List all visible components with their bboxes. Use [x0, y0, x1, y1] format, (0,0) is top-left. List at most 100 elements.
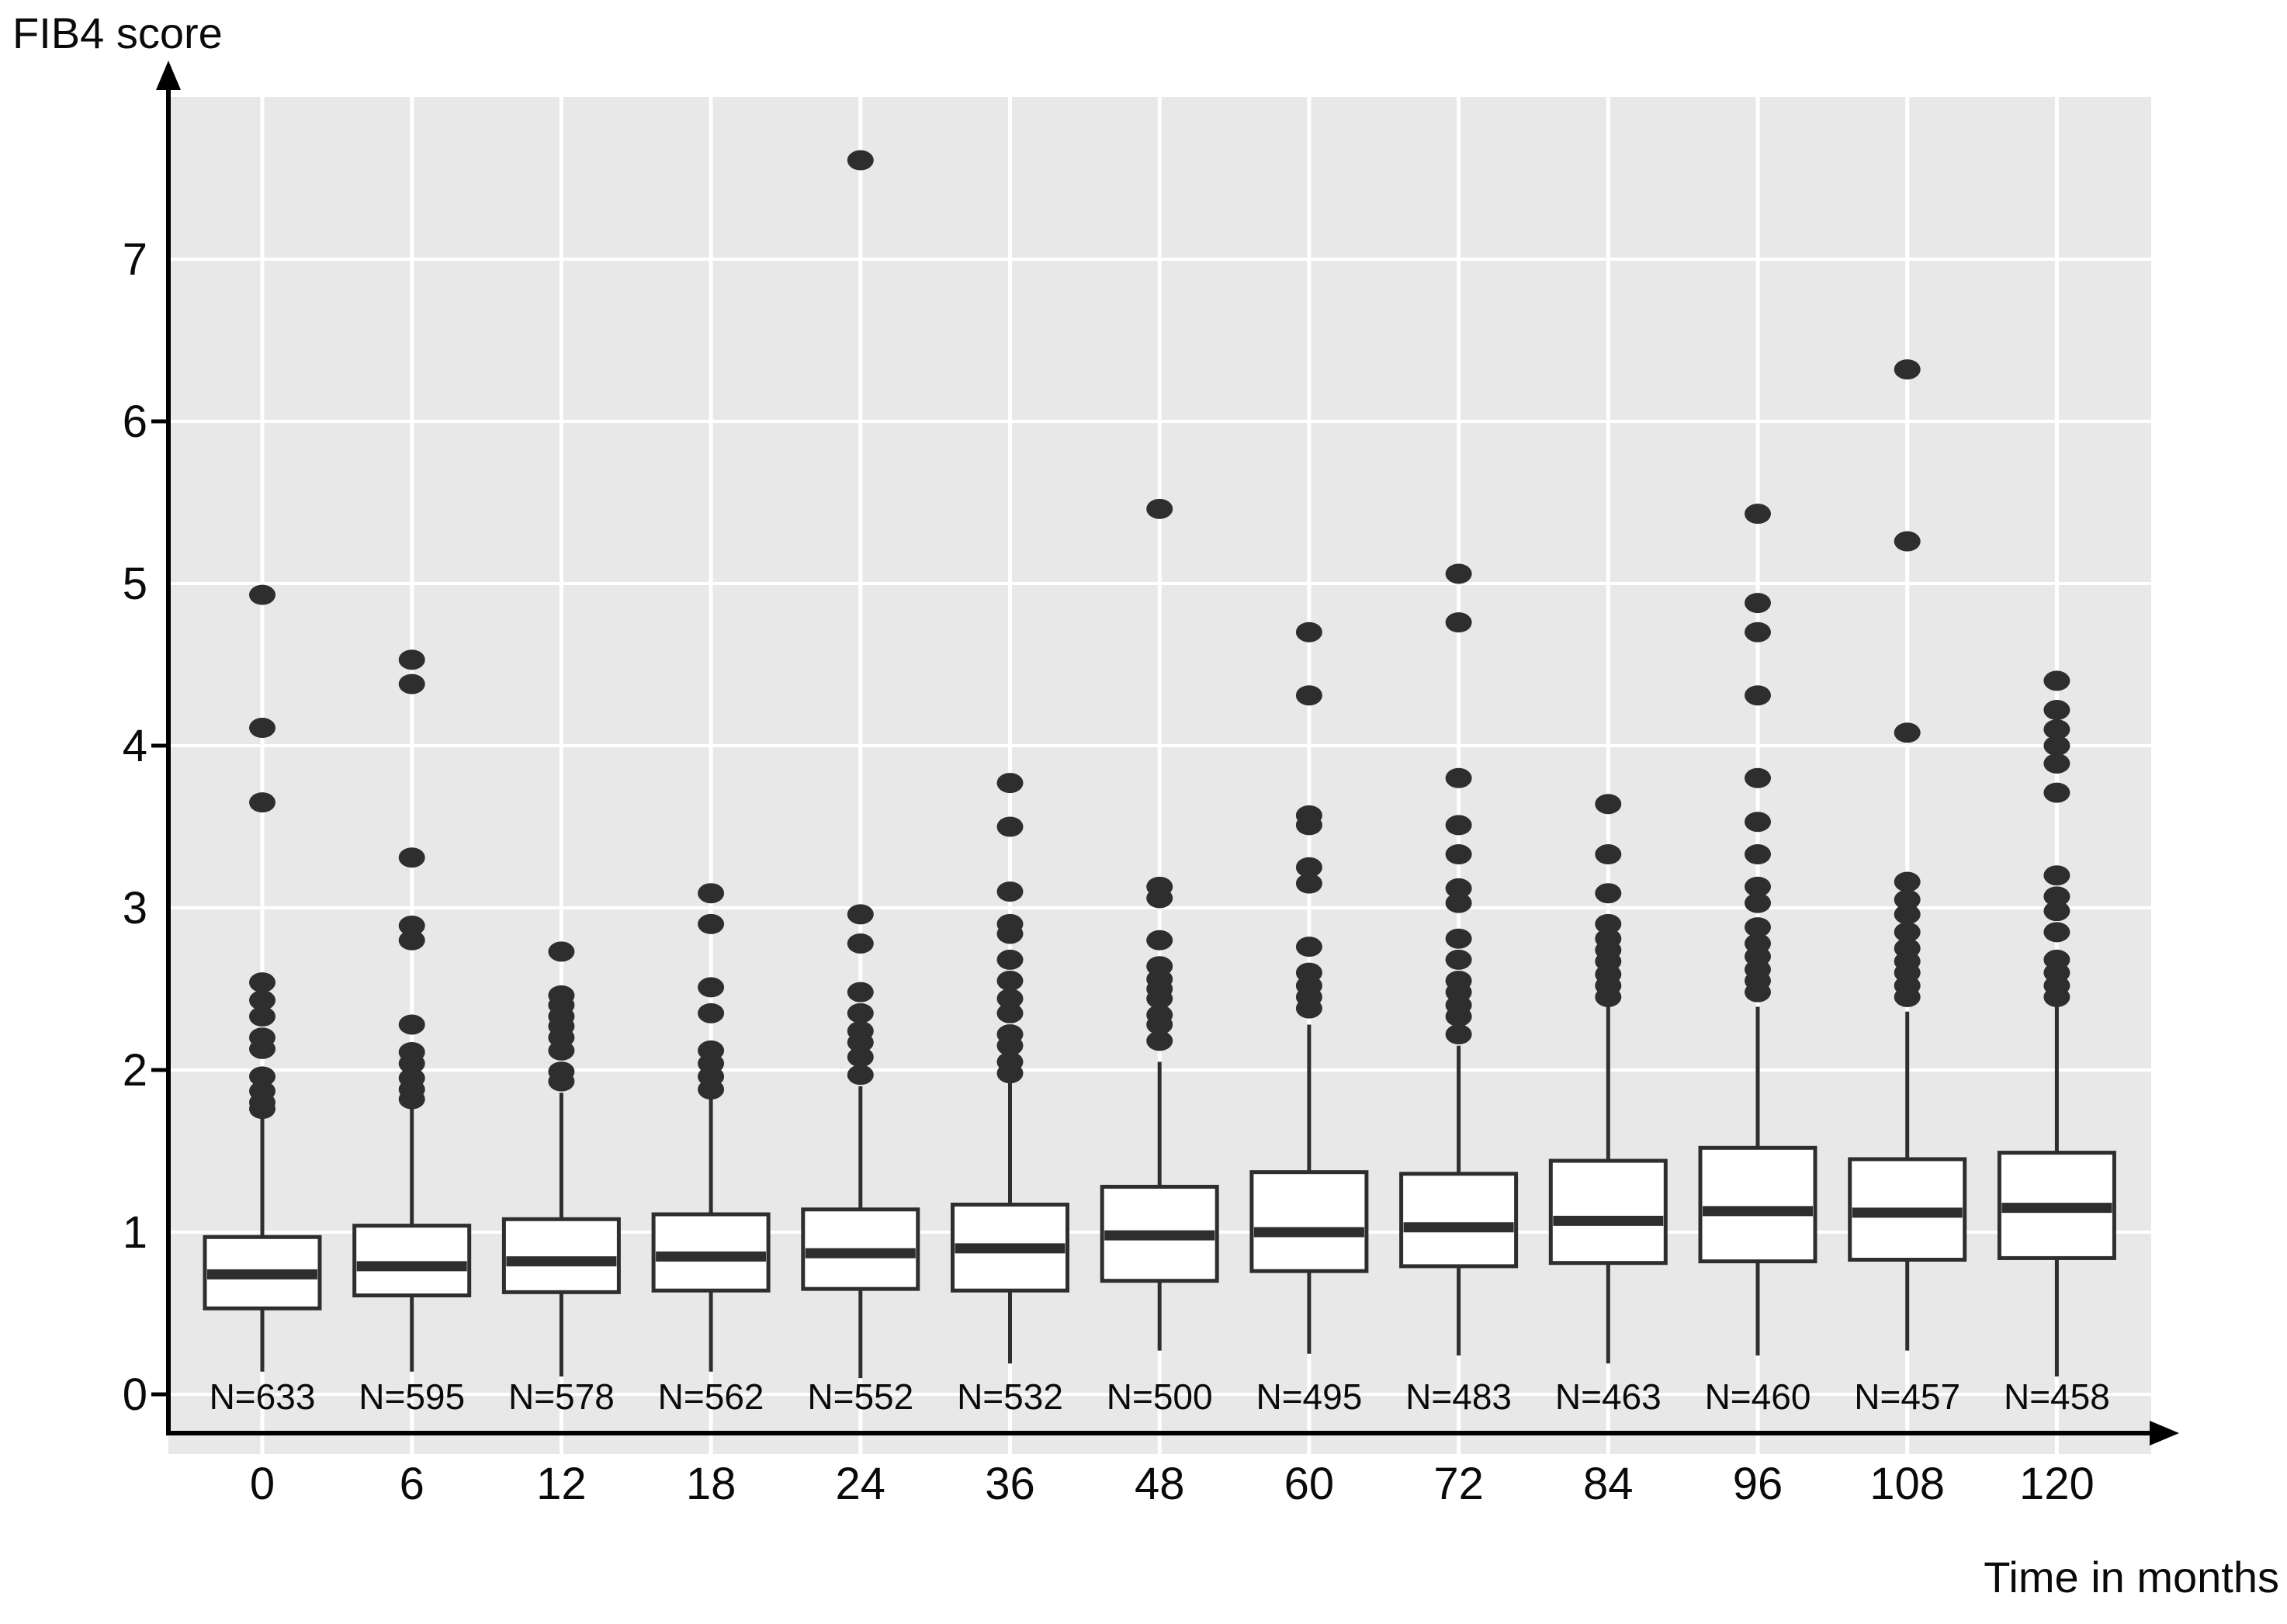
- y-tick-label: 7: [123, 234, 147, 285]
- outlier-dot: [996, 1002, 1024, 1023]
- y-tick-label: 5: [123, 559, 147, 609]
- outlier-dot: [847, 1020, 874, 1041]
- boxplot-group: [1399, 563, 1519, 1356]
- n-count-label: N=458: [2004, 1376, 2110, 1417]
- outlier-dot: [1445, 928, 1472, 949]
- boxplot-group: [1698, 504, 1817, 1356]
- outlier-dot: [398, 649, 425, 670]
- n-count-label: N=532: [957, 1376, 1063, 1417]
- outlier-dot: [698, 913, 725, 934]
- outlier-dot: [1146, 956, 1173, 977]
- outlier-dot: [1146, 930, 1173, 951]
- outlier-dot: [1146, 1030, 1173, 1051]
- x-tick-label: 0: [250, 1459, 275, 1509]
- outlier-dot: [1894, 359, 1921, 380]
- outlier-dot: [1745, 812, 1771, 833]
- outlier-dot: [1745, 876, 1771, 897]
- outlier-dot: [398, 915, 425, 936]
- boxplot-group: [651, 883, 771, 1372]
- outlier-dot: [548, 1061, 575, 1082]
- n-count-label: N=463: [1555, 1376, 1662, 1417]
- outlier-dot: [1745, 917, 1771, 938]
- n-count-label: N=483: [1405, 1376, 1512, 1417]
- outlier-dot: [2043, 736, 2070, 756]
- outlier-dot: [249, 1006, 275, 1027]
- outlier-dot: [2043, 865, 2070, 886]
- outlier-dot: [698, 977, 725, 998]
- y-tick-label: 6: [123, 396, 147, 447]
- outlier-dot: [398, 673, 425, 694]
- outlier-dot: [847, 1047, 874, 1068]
- outlier-dot: [1894, 722, 1921, 743]
- outlier-dot: [1595, 844, 1622, 865]
- outlier-dot: [1894, 938, 1921, 959]
- outlier-dot: [1445, 844, 1472, 865]
- outlier-dot: [1445, 971, 1472, 992]
- boxplot-group: [501, 941, 621, 1377]
- n-count-label: N=595: [359, 1376, 465, 1417]
- outlier-dot: [249, 584, 275, 605]
- outlier-dot: [1894, 922, 1921, 943]
- x-tick-label: 18: [686, 1459, 736, 1509]
- outlier-dot: [847, 933, 874, 954]
- n-count-label: N=460: [1705, 1376, 1811, 1417]
- outlier-dot: [1595, 928, 1622, 949]
- outlier-dot: [698, 1040, 725, 1061]
- boxplot-group: [1548, 794, 1668, 1364]
- outlier-dot: [1894, 531, 1921, 552]
- outlier-dot: [1445, 612, 1472, 633]
- outlier-dot: [2043, 670, 2070, 691]
- outlier-dot: [2043, 949, 2070, 970]
- box-rect: [352, 1224, 472, 1298]
- outlier-dot: [1745, 844, 1771, 865]
- x-axis-title: Time in months: [1984, 1553, 2279, 1601]
- outlier-dot: [548, 941, 575, 962]
- outlier-dot: [1295, 805, 1322, 826]
- outlier-dot: [1146, 876, 1173, 897]
- box-rect: [1249, 1170, 1369, 1273]
- outlier-dot: [1445, 892, 1472, 913]
- n-count-label: N=552: [807, 1376, 913, 1417]
- outlier-dot: [698, 883, 725, 904]
- x-tick-label: 120: [2019, 1459, 2095, 1509]
- x-tick-label: 108: [1869, 1459, 1945, 1509]
- outlier-dot: [548, 985, 575, 1006]
- outlier-dot: [1295, 873, 1322, 894]
- boxplot-group: [1997, 670, 2116, 1377]
- outlier-dot: [2043, 886, 2070, 907]
- outlier-dot: [1894, 871, 1921, 892]
- outlier-dot: [1894, 904, 1921, 925]
- boxplot-group: [801, 150, 920, 1379]
- outlier-dot: [996, 971, 1024, 992]
- outlier-dot: [1146, 498, 1173, 519]
- outlier-dot: [1445, 949, 1472, 970]
- x-tick-label: 24: [836, 1459, 886, 1509]
- outlier-dot: [398, 1014, 425, 1035]
- outlier-dot: [249, 718, 275, 739]
- outlier-dot: [1295, 622, 1322, 642]
- y-tick-label: 4: [123, 721, 147, 771]
- outlier-dot: [2043, 922, 2070, 943]
- outlier-dot: [996, 773, 1024, 794]
- outlier-dot: [2043, 782, 2070, 803]
- x-tick-label: 6: [400, 1459, 424, 1509]
- outlier-dot: [398, 1068, 425, 1089]
- outlier-dot: [1745, 933, 1771, 954]
- n-count-label: N=633: [210, 1376, 316, 1417]
- outlier-dot: [398, 847, 425, 868]
- x-tick-label: 12: [536, 1459, 587, 1509]
- outlier-dot: [996, 816, 1024, 837]
- y-tick-label: 2: [123, 1045, 147, 1096]
- outlier-dot: [847, 904, 874, 925]
- outlier-dot: [996, 1051, 1024, 1072]
- outlier-dot: [1445, 563, 1472, 584]
- outlier-dot: [1445, 767, 1472, 788]
- outlier-dot: [2043, 901, 2070, 922]
- n-count-label: N=562: [658, 1376, 764, 1417]
- outlier-dot: [847, 1065, 874, 1086]
- outlier-dot: [1445, 815, 1472, 836]
- outlier-dot: [249, 972, 275, 993]
- outlier-dot: [698, 1002, 725, 1023]
